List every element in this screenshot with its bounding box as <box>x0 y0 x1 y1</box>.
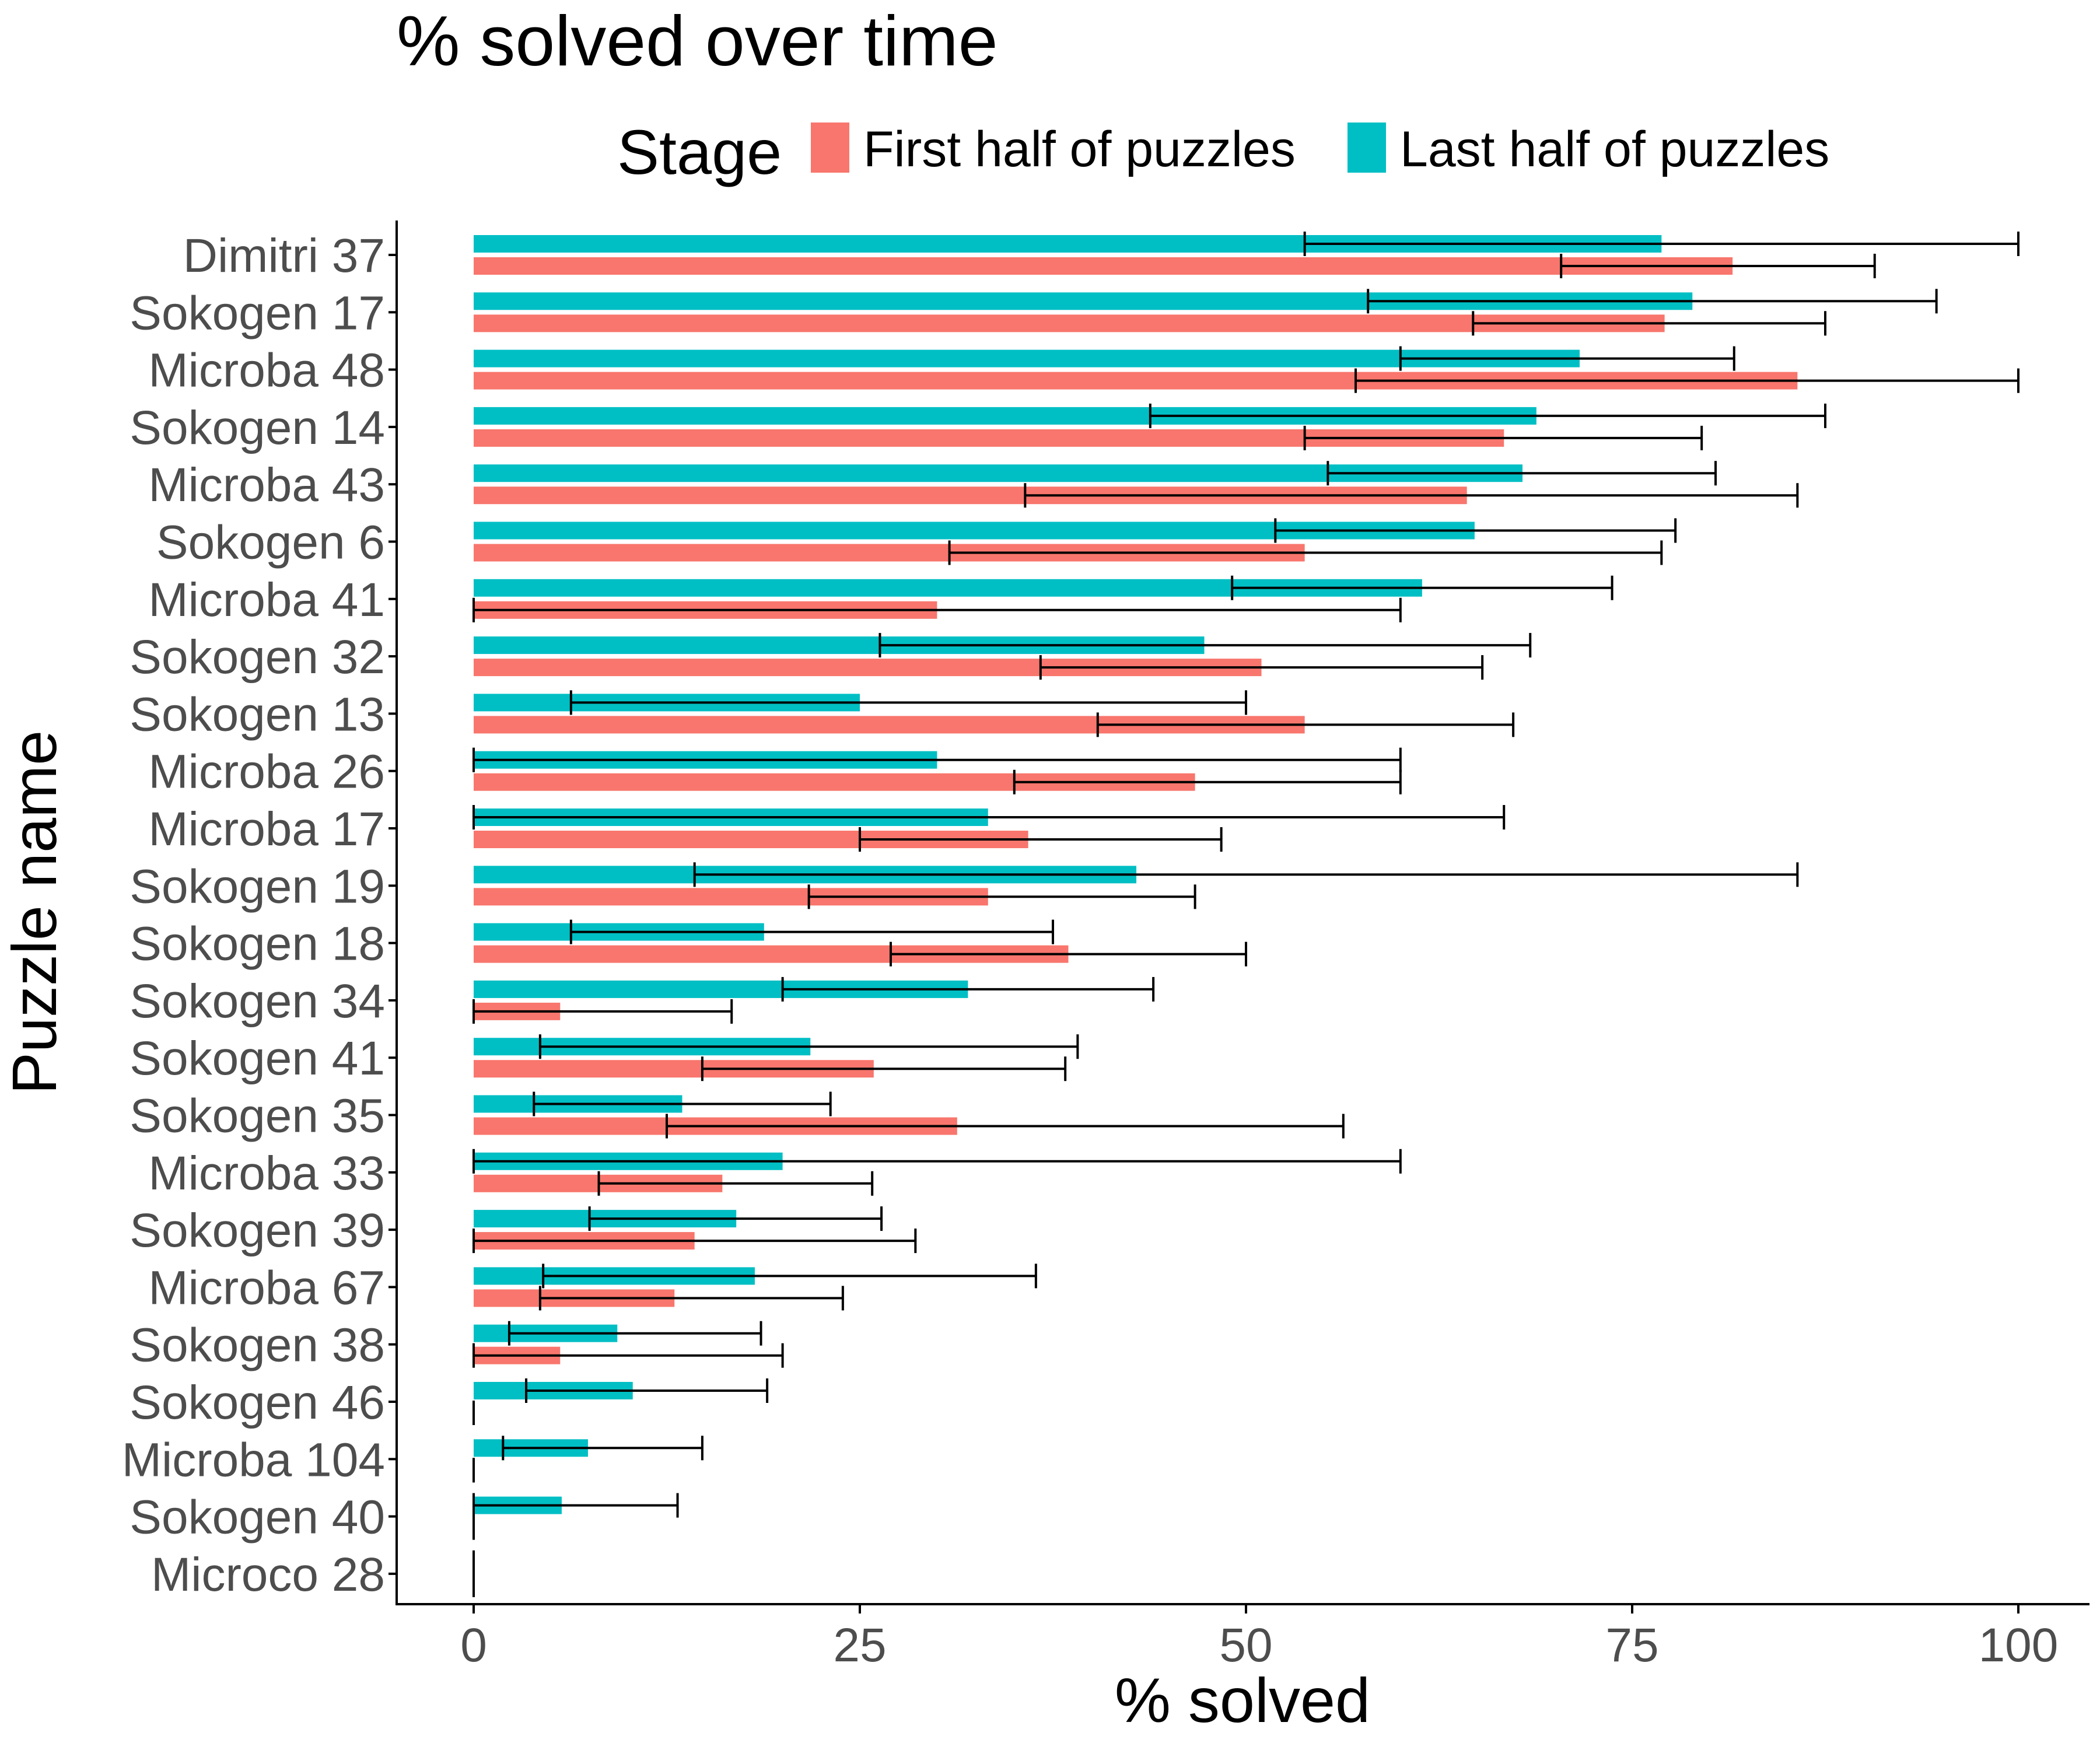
y-tick-label-sokogen-35: Sokogen 35 <box>130 1090 385 1143</box>
error-bar-last-half-microba-104 <box>502 1436 704 1461</box>
error-bar-first-half-sokogen-17 <box>1472 311 1826 336</box>
error-bar-last-half-dimitri-37 <box>1303 232 2020 256</box>
y-tick-label-microba-33: Microba 33 <box>148 1147 385 1200</box>
error-bar-last-half-sokogen-46 <box>525 1378 769 1403</box>
y-tick-label-sokogen-13: Sokogen 13 <box>130 688 385 741</box>
legend-label-first-half: First half of puzzles <box>863 121 1296 177</box>
error-bar-last-half-sokogen-6 <box>1274 518 1677 543</box>
error-bar-last-half-sokogen-17 <box>1367 289 1938 314</box>
y-tick-label-microba-26: Microba 26 <box>148 746 385 799</box>
error-bar-last-half-sokogen-19 <box>693 862 1799 887</box>
error-bar-first-half-microba-41 <box>473 597 1402 622</box>
error-bar-last-half-microba-48 <box>1399 346 1735 371</box>
x-axis-title: % solved <box>1115 1665 1370 1735</box>
error-bar-first-half-microba-67 <box>538 1286 844 1311</box>
legend-title: Stage <box>617 117 782 187</box>
error-bar-last-half-sokogen-14 <box>1149 403 1826 428</box>
y-tick-label-sokogen-14: Sokogen 14 <box>130 401 385 454</box>
y-tick-label-microba-17: Microba 17 <box>148 803 385 856</box>
error-bar-first-half-sokogen-39 <box>473 1228 917 1254</box>
y-tick-label-microba-48: Microba 48 <box>148 344 385 397</box>
x-tick-label-100: 100 <box>1979 1619 2059 1672</box>
error-bar-last-half-sokogen-40 <box>473 1493 679 1518</box>
x-ticks: 0 25 50 75 100 <box>460 1604 2058 1672</box>
error-bars-layer <box>473 232 2020 1597</box>
error-bar-first-half-microba-26 <box>1013 769 1402 794</box>
y-tick-label-sokogen-18: Sokogen 18 <box>130 918 385 971</box>
y-tick-label-dimitri-37: Dimitri 37 <box>183 229 385 282</box>
error-bar-last-half-sokogen-38 <box>508 1321 762 1346</box>
error-bar-last-half-sokogen-41 <box>538 1034 1079 1059</box>
bar-last-half-microba-48 <box>474 349 1580 368</box>
chart-title: % solved over time <box>397 1 998 80</box>
y-tick-label-sokogen-41: Sokogen 41 <box>130 1032 385 1085</box>
error-bar-first-half-sokogen-41 <box>701 1056 1067 1082</box>
y-tick-label-sokogen-39: Sokogen 39 <box>130 1204 385 1257</box>
error-bar-last-half-sokogen-32 <box>878 633 1532 658</box>
legend-label-last-half: Last half of puzzles <box>1400 121 1829 177</box>
error-bar-last-half-sokogen-35 <box>533 1091 832 1116</box>
y-tick-label-microba-43: Microba 43 <box>148 459 385 512</box>
error-bar-first-half-microba-33 <box>597 1171 874 1196</box>
error-bar-first-half-sokogen-14 <box>1303 425 1703 450</box>
error-bar-last-half-sokogen-18 <box>569 919 1054 944</box>
error-bar-first-half-sokogen-34 <box>473 999 733 1024</box>
y-tick-label-microba-67: Microba 67 <box>148 1261 385 1314</box>
error-bar-last-half-sokogen-39 <box>588 1206 883 1231</box>
error-bar-first-half-sokogen-13 <box>1096 712 1515 737</box>
x-tick-label-25: 25 <box>833 1619 886 1672</box>
y-tick-label-sokogen-17: Sokogen 17 <box>130 286 385 340</box>
x-tick-label-50: 50 <box>1219 1619 1272 1672</box>
error-bar-first-half-dimitri-37 <box>1560 254 1876 278</box>
error-bar-first-half-sokogen-6 <box>948 540 1663 565</box>
error-bar-first-half-microba-48 <box>1354 368 2020 393</box>
x-tick-label-75: 75 <box>1605 1619 1658 1672</box>
y-tick-label-sokogen-34: Sokogen 34 <box>130 975 385 1028</box>
error-bar-last-half-microba-41 <box>1231 575 1614 600</box>
error-bar-last-half-microba-43 <box>1326 461 1717 486</box>
legend-swatch-last-half <box>1348 123 1386 173</box>
y-tick-label-sokogen-38: Sokogen 38 <box>130 1319 385 1372</box>
y-axis-title: Puzzle name <box>0 730 69 1094</box>
error-bar-first-half-sokogen-38 <box>473 1343 784 1368</box>
error-bar-last-half-microba-33 <box>473 1149 1402 1174</box>
y-tick-label-sokogen-46: Sokogen 46 <box>130 1376 385 1429</box>
y-tick-label-microco-28: Microco 28 <box>151 1548 385 1601</box>
y-tick-label-microba-41: Microba 41 <box>148 573 385 626</box>
error-bar-first-half-sokogen-19 <box>807 884 1196 909</box>
y-tick-label-sokogen-32: Sokogen 32 <box>130 631 385 684</box>
bar-first-half-sokogen-17 <box>474 314 1665 332</box>
error-bar-first-half-sokogen-32 <box>1039 655 1484 680</box>
bar-first-half-dimitri-37 <box>474 257 1733 275</box>
legend-swatch-first-half <box>811 123 849 173</box>
error-bar-first-half-sokogen-18 <box>889 942 1247 967</box>
y-tick-label-sokogen-19: Sokogen 19 <box>130 860 385 913</box>
error-bar-first-half-sokogen-35 <box>666 1114 1345 1139</box>
y-tick-label-sokogen-6: Sokogen 6 <box>156 516 385 569</box>
error-bar-first-half-microba-17 <box>859 827 1223 852</box>
x-tick-label-0: 0 <box>460 1619 487 1672</box>
error-bar-last-half-sokogen-13 <box>569 690 1247 715</box>
error-bar-last-half-microba-17 <box>473 805 1506 830</box>
error-bar-last-half-microba-67 <box>542 1264 1037 1289</box>
error-bar-last-half-microba-26 <box>473 747 1402 772</box>
error-bar-last-half-sokogen-34 <box>781 977 1155 1002</box>
legend: Stage First half of puzzles Last half of… <box>617 117 1829 187</box>
error-bar-first-half-microba-43 <box>1024 483 1799 508</box>
y-tick-label-sokogen-40: Sokogen 40 <box>130 1491 385 1544</box>
y-tick-label-microba-104: Microba 104 <box>122 1433 385 1486</box>
